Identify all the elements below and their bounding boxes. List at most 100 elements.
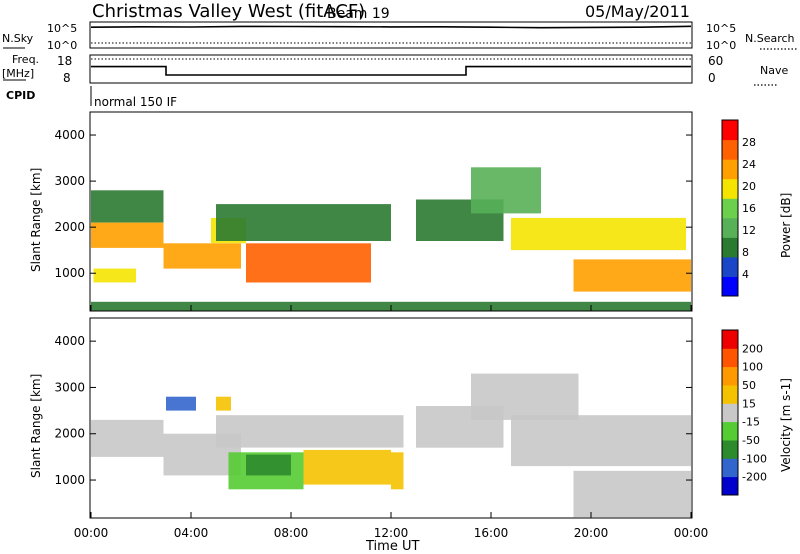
vel-data-cell-0	[91, 419, 164, 457]
velocity-colorbar-swatch-3	[722, 421, 738, 441]
velocity-colorbar-swatch-2	[722, 440, 738, 459]
velocity-colorbar-swatch-1	[722, 458, 738, 478]
nsearch-label: N.Search	[745, 32, 795, 45]
velocity-colorbar-frame	[721, 329, 739, 496]
velocity-colorbar-swatch-0	[722, 476, 738, 496]
nave-label: Nave	[760, 64, 788, 77]
noise-tick-left-bottom: 10^0	[47, 39, 77, 52]
velocity-colorbar-swatch-8	[722, 330, 738, 349]
power-colorbar-frame	[721, 119, 739, 297]
power-colorbar-tick-6: 4	[742, 268, 749, 281]
velocity-colorbar-tick-5: -50	[742, 434, 760, 447]
velocity-colorbar-swatch-7	[722, 348, 738, 368]
vel-data-cell-6	[303, 449, 391, 485]
cpid-value: normal 150 IF	[94, 95, 177, 109]
noise-frame	[89, 21, 693, 49]
velocity-colorbar-swatch-5	[722, 385, 738, 404]
power-y-tick-label-3: 1000	[54, 266, 85, 280]
freq-series-line	[91, 65, 691, 76]
power-colorbar-swatch-6	[722, 159, 738, 180]
velocity-colorbar-tick-3: 15	[742, 397, 756, 410]
power-data-cell-10	[573, 259, 691, 292]
velocity-y-ticks: 4000 3000 2000 1000	[54, 334, 692, 487]
power-colorbar-tick-1: 24	[742, 158, 756, 171]
freq-strip: Freq. [MHz] 18 8 60 0 Nave	[2, 53, 788, 86]
x-axis-label: Time UT	[365, 539, 419, 554]
cpid-label: CPID	[6, 89, 35, 102]
power-data-cell-9	[511, 217, 686, 251]
power-y-ticks: 4000 3000 2000 1000	[54, 128, 692, 280]
velocity-ylabel: Slant Range [km]	[29, 374, 43, 478]
velocity-y-tick-label-0: 4000	[54, 334, 85, 348]
power-y-tick-label-2: 2000	[54, 220, 85, 234]
velocity-colorbar-swatch-4	[722, 403, 738, 423]
power-colorbar-tick-2: 20	[742, 180, 756, 193]
power-colorbar-swatch-5	[722, 178, 738, 199]
noise-tick-left-top: 10^5	[47, 22, 77, 35]
vel-data-cell-7	[216, 415, 404, 448]
power-y-tick-label-1: 3000	[54, 174, 85, 188]
nsky-label: N.Sky	[2, 32, 34, 45]
x-tick-label-4: 16:00	[474, 526, 509, 540]
velocity-colorbar-tick-7: -200	[742, 471, 767, 484]
power-data-cell-3	[163, 243, 241, 269]
velocity-colorbar-tick-0: 200	[742, 342, 763, 355]
freq-tick-bottom: 8	[63, 71, 71, 85]
power-colorbar-swatch-0	[722, 276, 738, 297]
power-colorbar-tick-0: 28	[742, 136, 756, 149]
power-data-cell-8	[471, 167, 541, 214]
power-colorbar-tick-4: 12	[742, 224, 756, 237]
freq-tick-top: 18	[57, 54, 72, 68]
power-data-cell-1	[91, 190, 164, 223]
power-colorbar-swatch-3	[722, 217, 738, 238]
vel-data-cell-2	[166, 396, 196, 411]
velocity-y-tick-label-2: 2000	[54, 427, 85, 441]
power-data-cell-6	[216, 204, 391, 241]
velocity-colorbar-tick-1: 100	[742, 361, 763, 374]
power-colorbar: 28 24 20 16 12 8 4	[721, 119, 756, 297]
velocity-colorbar-tick-6: -100	[742, 452, 767, 465]
noise-tick-right-top: 10^5	[706, 22, 736, 35]
velocity-y-tick-label-3: 1000	[54, 473, 85, 487]
power-y-tick-label-0: 4000	[54, 128, 85, 142]
velocity-colorbar-tick-4: -15	[742, 416, 760, 429]
power-data-cell-2	[93, 268, 136, 283]
freq-label-line1: Freq.	[12, 53, 39, 66]
x-tick-label-3: 12:00	[374, 526, 409, 540]
power-colorbar-swatch-8	[722, 120, 738, 141]
velocity-heatmap	[91, 373, 691, 518]
vel-data-cell-3	[216, 396, 231, 411]
nave-tick-bottom: 0	[708, 71, 716, 85]
x-tick-label-5: 20:00	[574, 526, 609, 540]
power-colorbar-tick-5: 8	[742, 246, 749, 259]
power-data-cell-0	[91, 222, 164, 248]
power-colorbar-tick-3: 16	[742, 202, 756, 215]
velocity-y-tick-label-1: 3000	[54, 380, 85, 394]
freq-frame	[89, 54, 693, 84]
nave-tick-top: 60	[708, 54, 723, 68]
power-colorbar-swatch-7	[722, 139, 738, 160]
power-colorbar-swatch-4	[722, 198, 738, 219]
freq-label-line2: [MHz]	[2, 67, 34, 80]
nsky-series-line	[90, 25, 692, 29]
x-tick-label-6: 00:00	[674, 526, 709, 540]
power-ylabel: Slant Range [km]	[29, 168, 43, 272]
velocity-colorbar-tick-2: 50	[742, 379, 756, 392]
x-tick-label-2: 08:00	[274, 526, 309, 540]
power-colorbar-swatch-2	[722, 237, 738, 258]
velocity-colorbar-swatch-6	[722, 366, 738, 386]
vel-data-cell-8	[391, 452, 404, 490]
power-heatmap	[91, 167, 691, 311]
noise-strip: N.Sky 10^5 10^0 10^5 10^0 N.Search	[2, 21, 797, 52]
x-tick-label-0: 00:00	[74, 526, 109, 540]
x-tick-label-1: 04:00	[174, 526, 209, 540]
station-title: Christmas Valley West (fitACF)	[92, 1, 365, 22]
vel-data-cell-11	[511, 415, 691, 467]
power-colorbar-label: Power [dB]	[779, 193, 793, 258]
power-data-cell-5	[246, 243, 371, 283]
power-colorbar-swatch-1	[722, 256, 738, 277]
velocity-colorbar-label: Velocity [m s-1]	[779, 378, 793, 472]
date-label: 05/May/2011	[585, 2, 690, 21]
vel-data-cell-5	[246, 454, 291, 476]
